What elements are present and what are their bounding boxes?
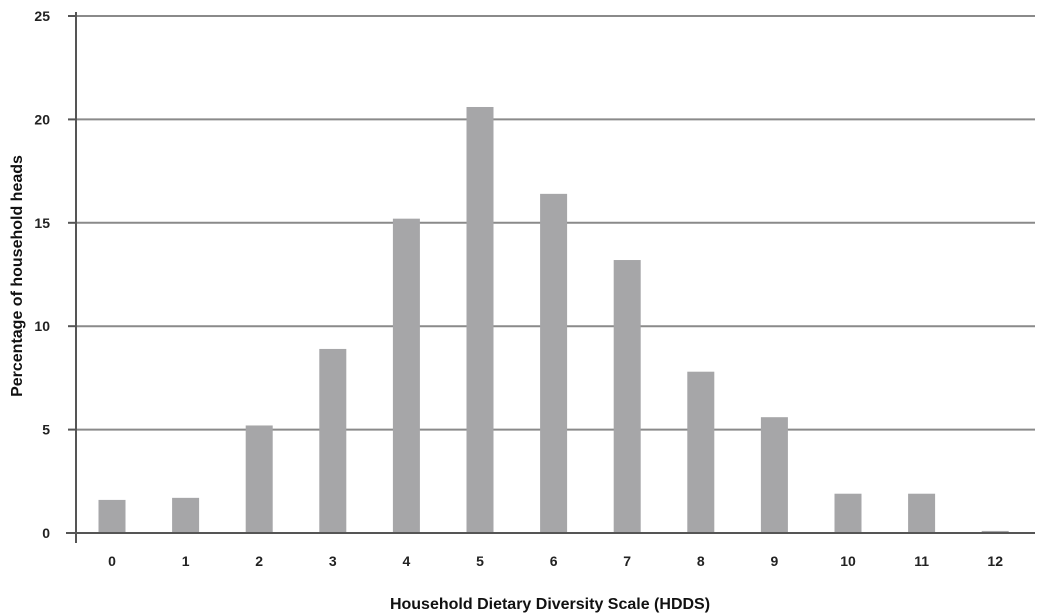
y-tick-label: 15: [34, 215, 50, 231]
x-axis-title: Household Dietary Diversity Scale (HDDS): [390, 596, 710, 613]
bar-5: [466, 106, 494, 533]
x-tick-label: 5: [476, 553, 484, 569]
x-tick-label: 8: [697, 553, 705, 569]
bar-1: [172, 497, 200, 533]
y-axis-title: Percentage of household heads: [9, 155, 26, 397]
bar-12: [981, 530, 1009, 533]
y-tick-label: 5: [42, 422, 50, 438]
x-tick-label: 4: [403, 553, 411, 569]
x-tick-label: 7: [623, 553, 631, 569]
x-tick-label: 11: [914, 553, 929, 569]
bar-10: [834, 493, 862, 533]
bar-3: [319, 348, 347, 533]
x-tick-label: 3: [329, 553, 337, 569]
bar-8: [687, 371, 715, 533]
bar-11: [908, 493, 936, 533]
x-tick-label: 12: [987, 553, 1003, 569]
x-tick-label: 9: [771, 553, 779, 569]
x-tick-label: 10: [840, 553, 856, 569]
y-tick-label: 0: [42, 525, 50, 541]
bar-2: [245, 425, 273, 533]
x-tick-label: 2: [255, 553, 263, 569]
x-tick-label: 0: [108, 553, 116, 569]
bar-6: [540, 193, 568, 533]
bar-4: [392, 218, 420, 533]
bar-7: [613, 260, 641, 533]
bar-9: [760, 417, 788, 533]
x-tick-label: 1: [182, 553, 190, 569]
bars: [98, 106, 1009, 533]
y-tick-label: 20: [34, 111, 50, 127]
x-axis-ticks: 0 1 2 3 4 5 6 7 8 9 10 11 12: [108, 553, 1003, 569]
y-axis-ticks: 0 5 10 15 20 25: [34, 8, 50, 541]
y-tick-label: 10: [34, 318, 50, 334]
y-tick-label: 25: [34, 8, 50, 24]
bar-0: [98, 499, 126, 533]
x-tick-label: 6: [550, 553, 558, 569]
